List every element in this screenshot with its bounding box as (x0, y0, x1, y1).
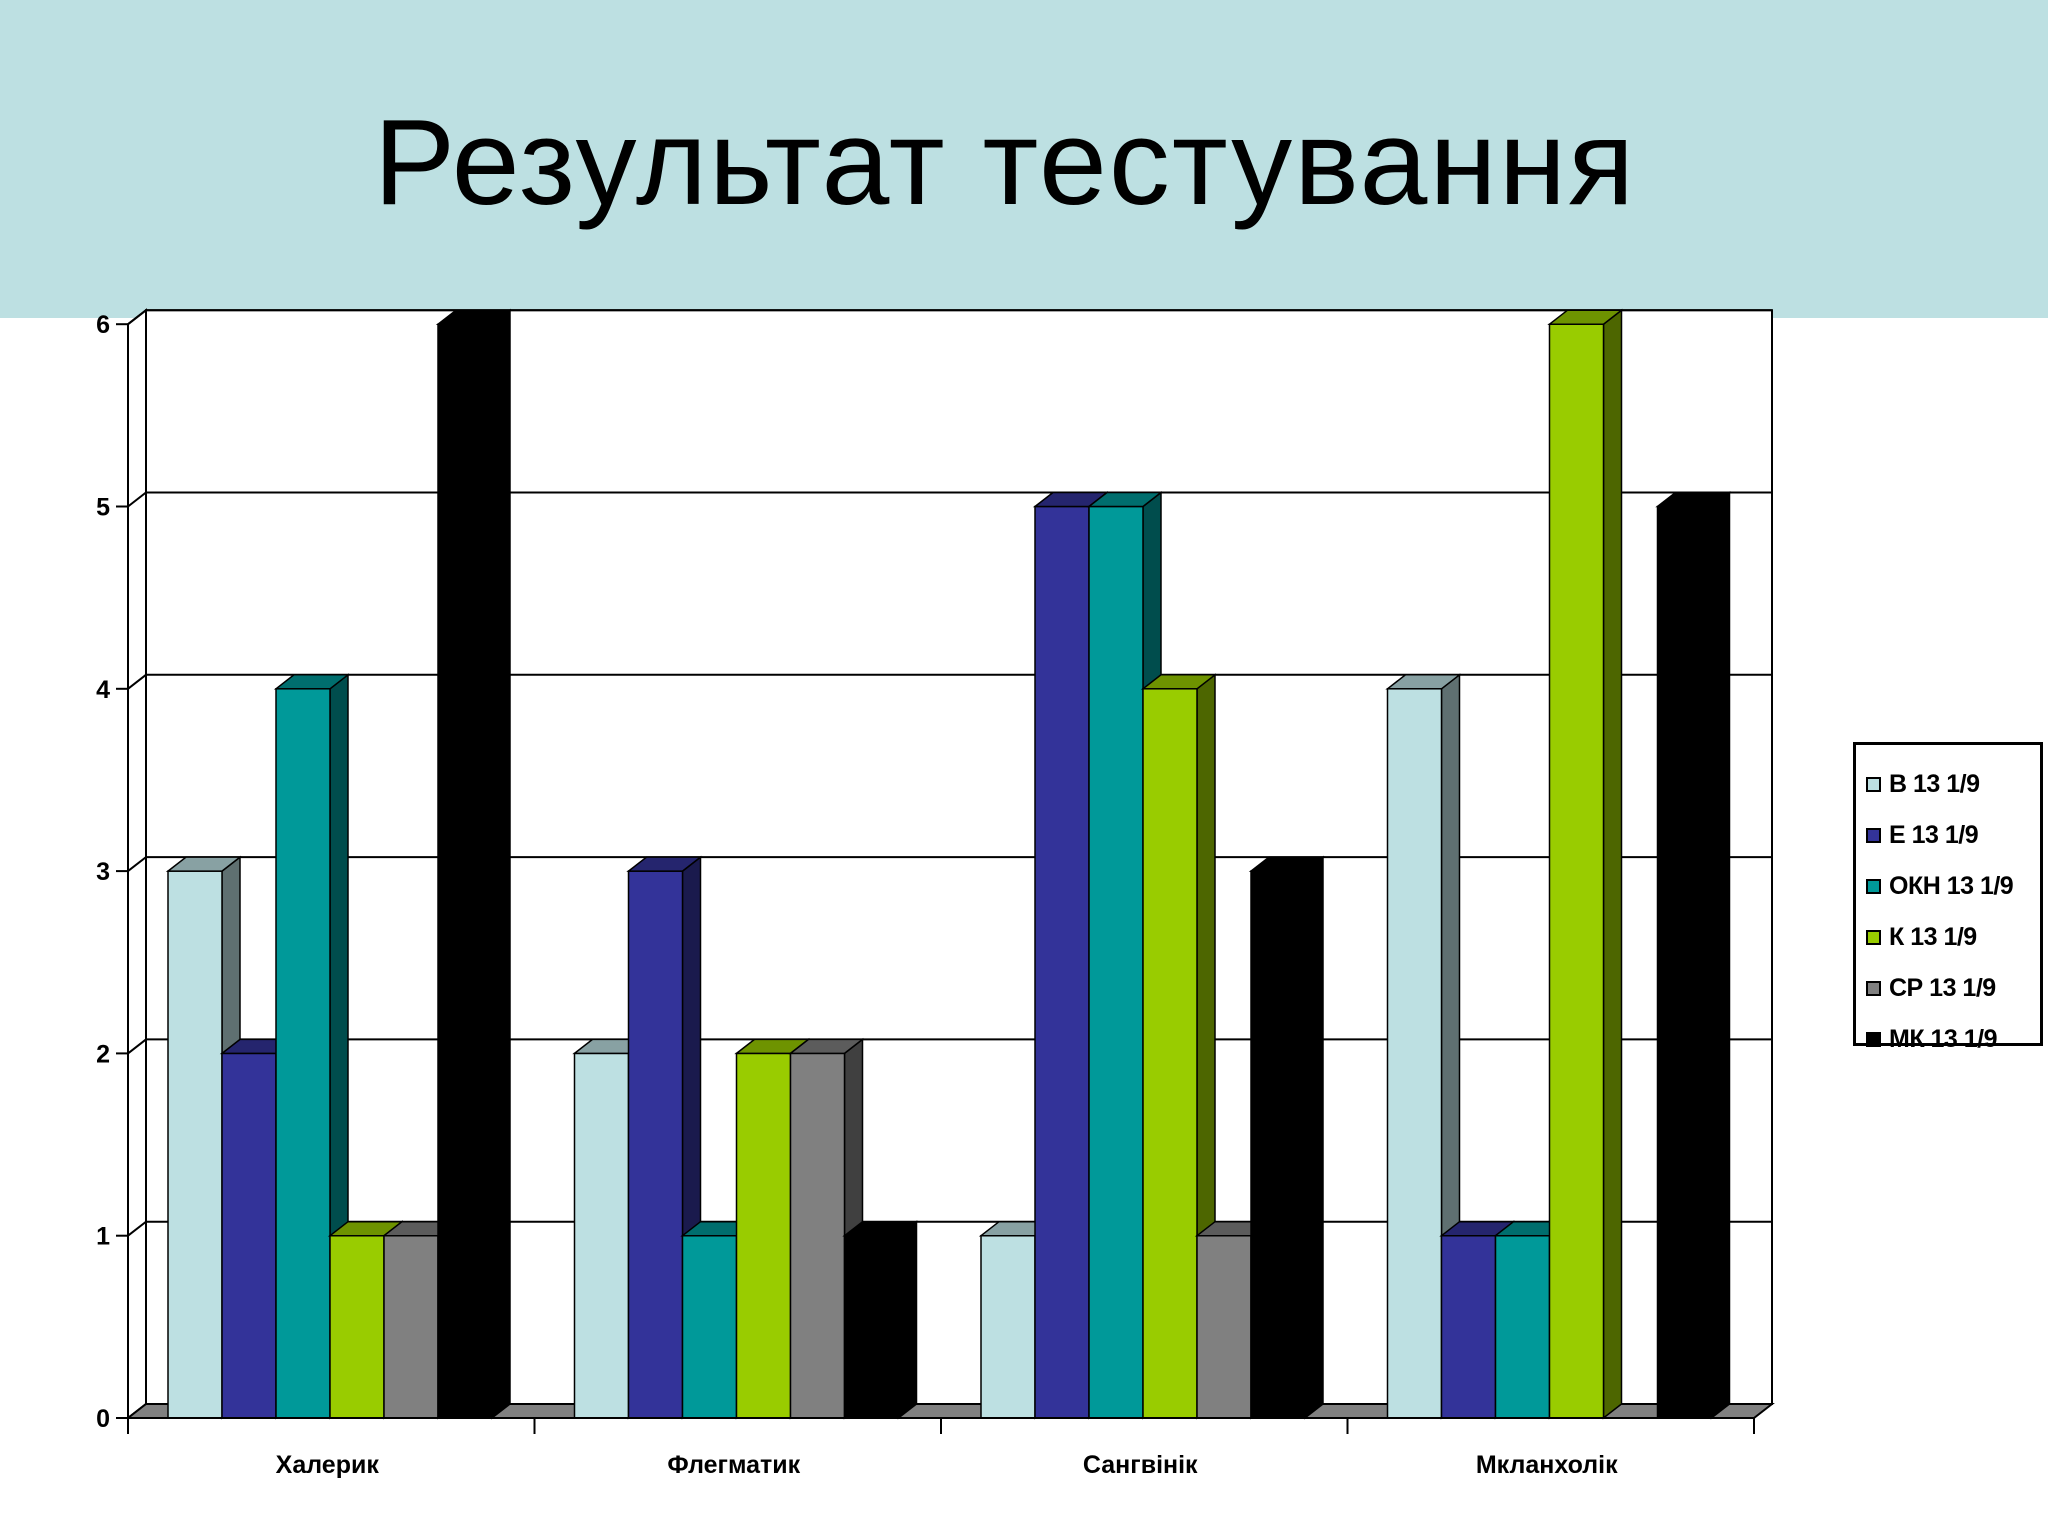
legend-item: Е 13 1/9 (1856, 810, 2040, 861)
bar (627, 870, 684, 1419)
x-tick-label: Мкланхолік (1476, 1451, 1618, 1479)
gridline (127, 1038, 1772, 1055)
bar-side (491, 308, 511, 1420)
bar (1196, 1234, 1252, 1419)
bar (383, 1234, 439, 1419)
bar-side (1304, 855, 1324, 1420)
title-band (0, 0, 2048, 318)
bar (1440, 1234, 1497, 1419)
chart-legend: В 13 1/9 Е 13 1/9 ОКН 13 1/9 К 13 1/9 СР 13 … (1853, 742, 2043, 1053)
y-tick-label: 3 (96, 858, 110, 886)
y-tick-label: 4 (96, 676, 110, 704)
bar-top (1140, 674, 1218, 690)
legend-item: МК 13 1/9 (1856, 1014, 2040, 1065)
bar-top (626, 856, 703, 872)
x-tick-label: Флегматик (667, 1451, 800, 1479)
legend-swatch (1866, 1032, 1881, 1047)
legend-swatch (1866, 828, 1881, 843)
bar (1494, 1234, 1551, 1419)
y-tick-label: 6 (96, 311, 110, 339)
bar (275, 688, 331, 1419)
bar (1142, 688, 1198, 1419)
slide-title: Результат тестування (373, 94, 1637, 230)
legend-item: ОКН 13 1/9 (1856, 861, 2040, 912)
bar-top (435, 309, 513, 325)
bar (1548, 323, 1605, 1419)
legend-swatch (1866, 981, 1881, 996)
bar (1034, 505, 1090, 1419)
x-tick-label: Сангвінік (1083, 1451, 1198, 1479)
bar-top (1248, 856, 1326, 872)
y-tick-label: 2 (96, 1040, 110, 1068)
legend-swatch (1866, 879, 1881, 894)
bar (980, 1234, 1036, 1419)
y-tick-label: 5 (96, 494, 110, 522)
legend-swatch (1866, 777, 1881, 792)
bar-top (1086, 491, 1164, 508)
bar (1088, 505, 1144, 1419)
gridline (127, 856, 1772, 872)
bar (1386, 688, 1443, 1419)
bar (221, 1052, 277, 1419)
x-tick-label: Халерик (276, 1451, 380, 1479)
legend-label: В 13 1/9 (1889, 770, 1980, 798)
bar-top (788, 1038, 865, 1055)
bar (167, 870, 223, 1419)
bar (1656, 505, 1713, 1419)
bar-top (842, 1220, 919, 1237)
bar (329, 1234, 385, 1419)
bar-side (1710, 490, 1731, 1420)
legend-label: ОКН 13 1/9 (1889, 872, 2014, 900)
bar (1250, 870, 1306, 1419)
bar-top (165, 856, 243, 872)
bar-top (273, 674, 351, 690)
legend-item: К 13 1/9 (1856, 912, 2040, 963)
bar-top (1385, 674, 1462, 690)
gridline (127, 309, 1772, 325)
bar (735, 1052, 792, 1419)
bar-side (897, 1220, 918, 1420)
legend-item: СР 13 1/9 (1856, 963, 2040, 1014)
bar (789, 1052, 846, 1419)
bar (681, 1234, 738, 1419)
legend-item: В 13 1/9 (1856, 759, 2040, 810)
legend-label: МК 13 1/9 (1889, 1025, 1998, 1053)
legend-label: К 13 1/9 (1889, 923, 1977, 951)
legend-label: СР 13 1/9 (1889, 974, 1996, 1002)
bar-top (1547, 309, 1624, 325)
gridline (127, 491, 1772, 508)
bar-side (1602, 308, 1623, 1420)
legend-label: Е 13 1/9 (1889, 821, 1979, 849)
y-tick-label: 0 (96, 1405, 110, 1433)
legend-swatch (1866, 930, 1881, 945)
bar (573, 1052, 630, 1419)
bar (437, 323, 493, 1419)
bar-top (1655, 491, 1732, 508)
gridline (127, 673, 1772, 690)
y-tick-label: 1 (96, 1223, 110, 1251)
bar (843, 1234, 900, 1419)
